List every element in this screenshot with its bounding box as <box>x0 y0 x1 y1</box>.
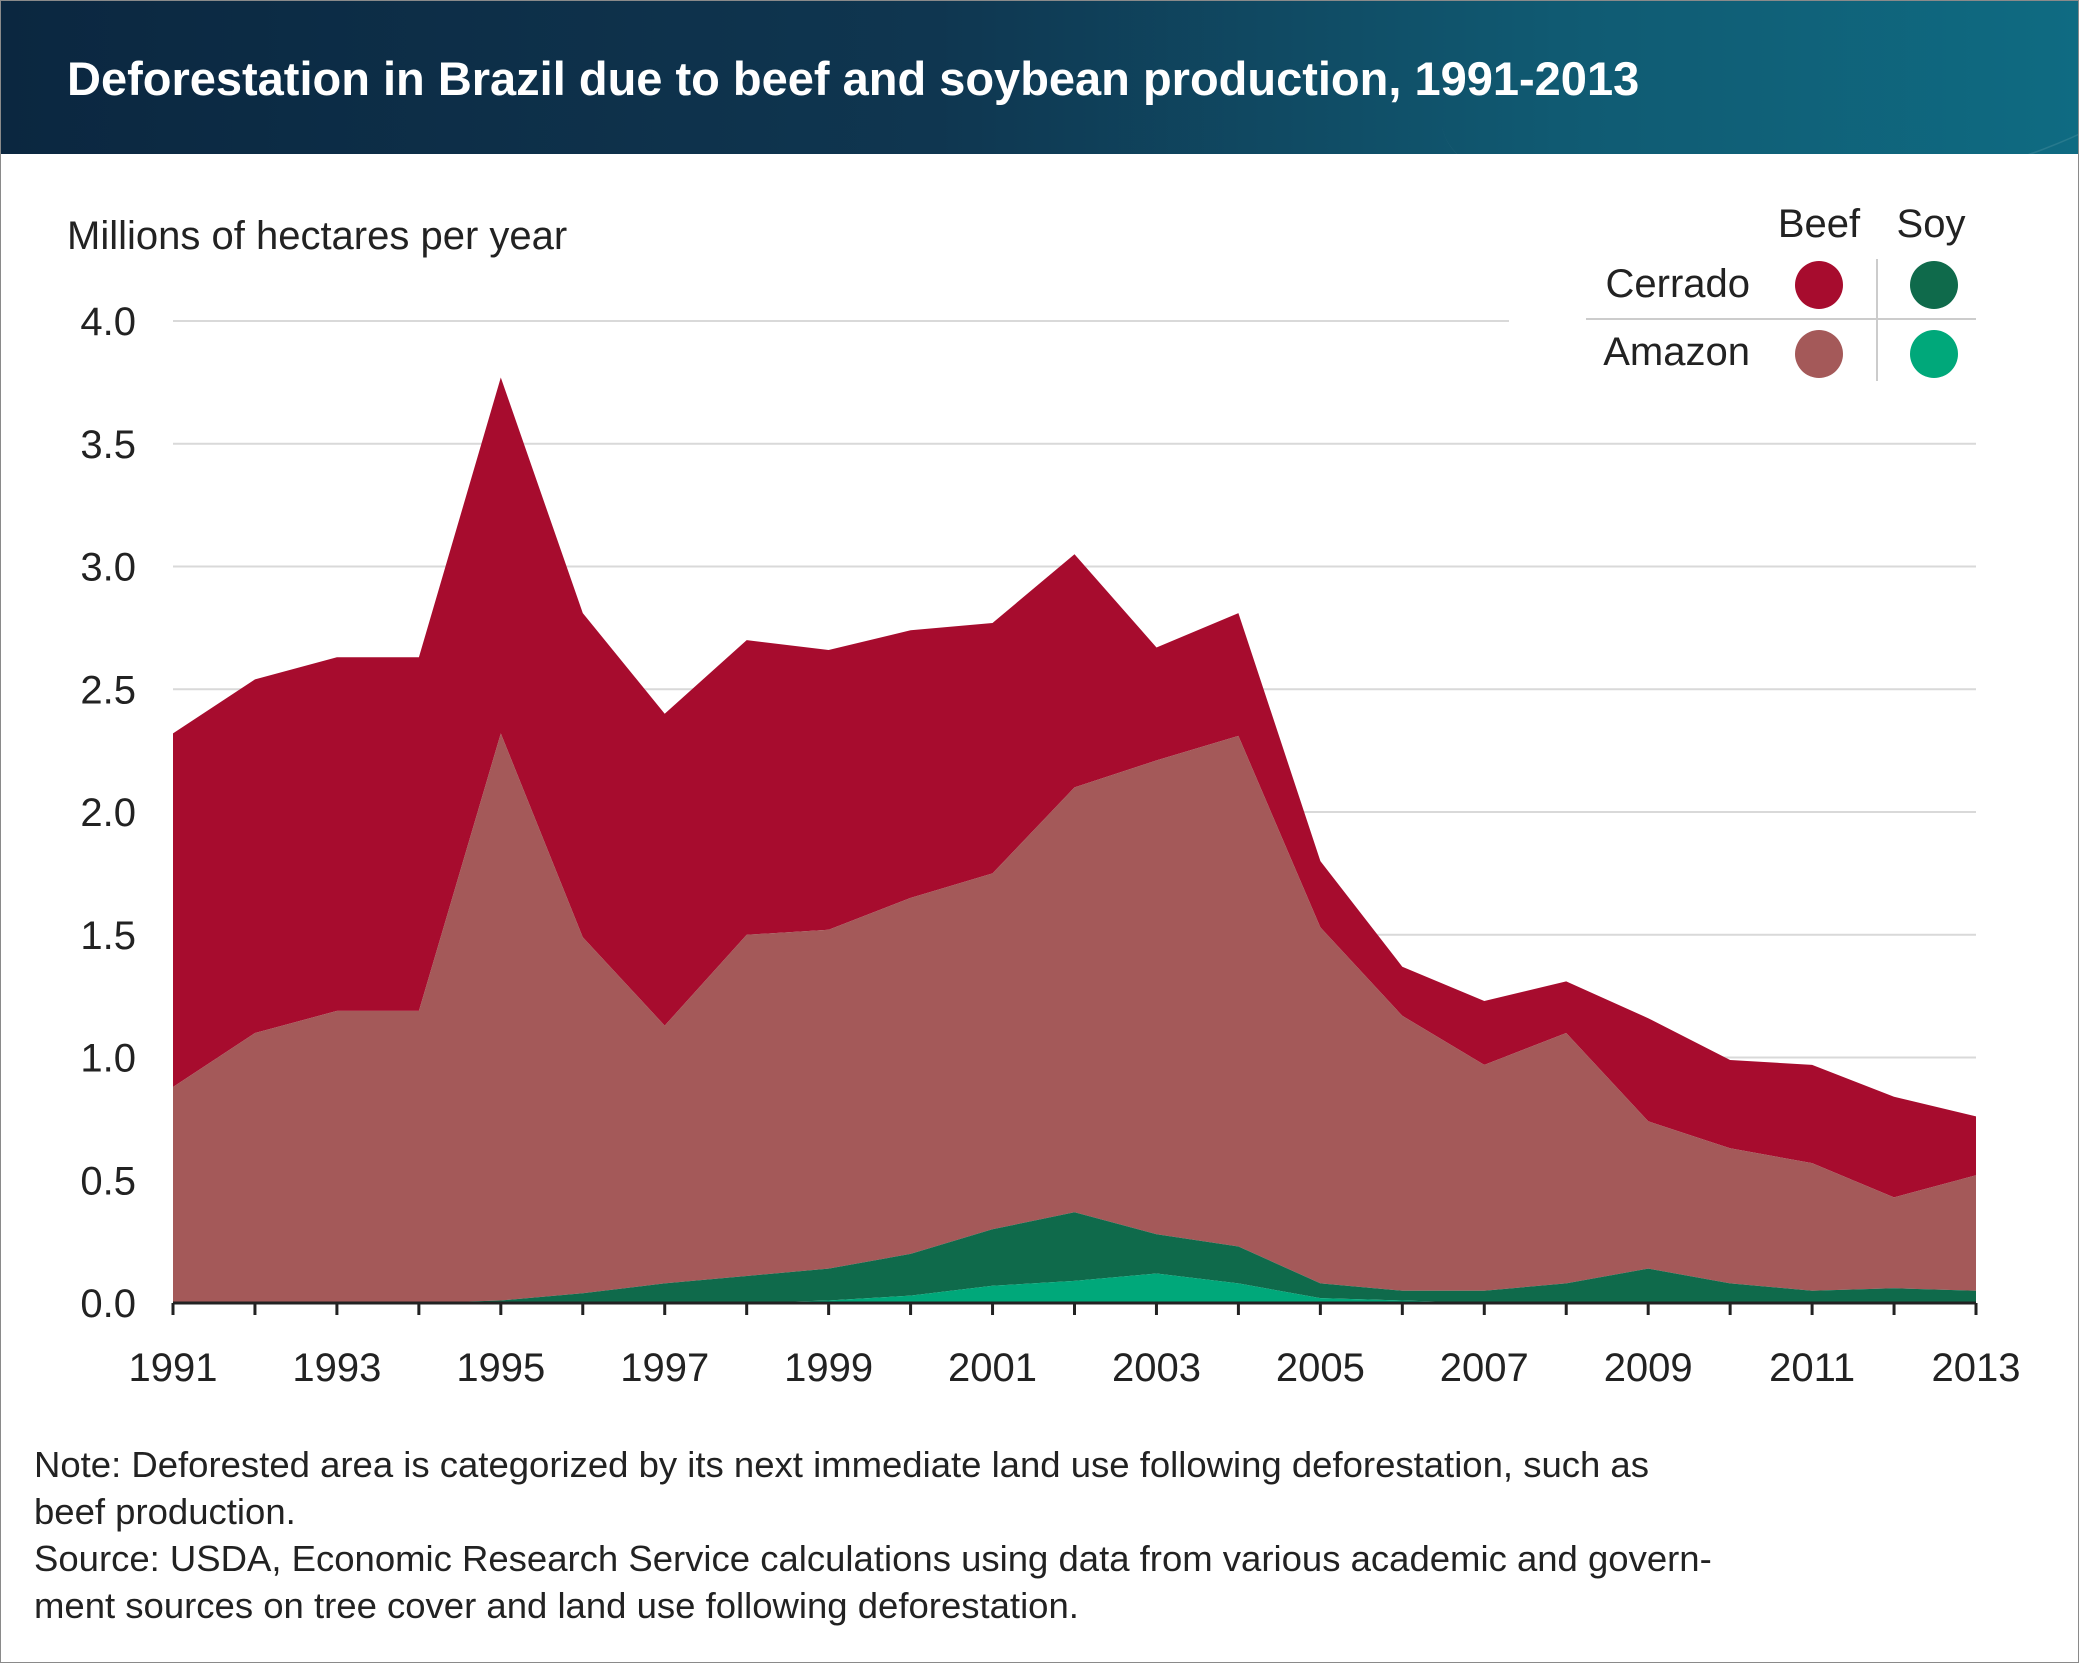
legend-row-cerrado: Cerrado <box>1605 262 1750 306</box>
stacked-areas <box>173 377 1976 1303</box>
legend: Beef Soy Cerrado Amazon <box>1586 202 1976 381</box>
y-tick-label-2.0: 2.0 <box>80 791 136 835</box>
y-tick-label-4.0: 4.0 <box>80 300 136 344</box>
y-tick-label-1.5: 1.5 <box>80 914 136 958</box>
x-tick-label-2003: 2003 <box>1112 1346 1201 1390</box>
x-tick-label-1995: 1995 <box>456 1346 545 1390</box>
legend-row-amazon: Amazon <box>1603 330 1750 374</box>
legend-swatch-cerrado-soy <box>1910 261 1958 309</box>
y-tick-label-0.0: 0.0 <box>80 1282 136 1326</box>
x-tick-label-2011: 2011 <box>1769 1346 1855 1390</box>
area-amazon-soy <box>173 1273 1976 1303</box>
legend-swatch-amazon-beef <box>1795 330 1843 378</box>
y-tick-label-3.5: 3.5 <box>80 423 136 467</box>
area-amazon-beef <box>173 733 1976 1303</box>
x-tick-label-2005: 2005 <box>1276 1346 1365 1390</box>
y-tick-label-0.5: 0.5 <box>80 1159 136 1203</box>
y-tick-label-3.0: 3.0 <box>80 546 136 590</box>
y-axis-label: Millions of hectares per year <box>67 214 567 258</box>
x-tick-label-1997: 1997 <box>620 1346 709 1390</box>
y-tick-label-2.5: 2.5 <box>80 668 136 712</box>
note-line-1: Note: Deforested area is categorized by … <box>34 1444 1649 1485</box>
note-line-2: beef production. <box>34 1491 296 1532</box>
x-tick-label-2007: 2007 <box>1440 1346 1529 1390</box>
x-tick-label-2009: 2009 <box>1604 1346 1693 1390</box>
legend-header-beef: Beef <box>1778 202 1861 246</box>
x-tick-label-1991: 1991 <box>129 1346 218 1390</box>
legend-header-soy: Soy <box>1897 202 1966 246</box>
x-tick-label-1999: 1999 <box>784 1346 873 1390</box>
x-tick-label-1993: 1993 <box>292 1346 381 1390</box>
source-line-2: ment sources on tree cover and land use … <box>34 1585 1079 1626</box>
area-cerrado-beef <box>173 377 1976 1198</box>
axes: 1991 1993 1995 1997 1999 2001 2003 2005 2007 2009… <box>129 1301 2021 1390</box>
area-cerrado-soy <box>173 1212 1976 1303</box>
x-tick-label-2013: 2013 <box>1932 1346 2021 1390</box>
title-bar: Deforestation in Brazil due to beef and … <box>1 1 2078 154</box>
x-tick-label-2001: 2001 <box>948 1346 1037 1390</box>
chart-title: Deforestation in Brazil due to beef and … <box>67 52 1640 105</box>
notes: Note: Deforested area is categorized by … <box>34 1441 2014 1629</box>
source-line-1: Source: USDA, Economic Research Service … <box>34 1538 1712 1579</box>
y-tick-label-1.0: 1.0 <box>80 1037 136 1081</box>
legend-swatch-cerrado-beef <box>1795 261 1843 309</box>
legend-swatch-amazon-soy <box>1910 330 1958 378</box>
